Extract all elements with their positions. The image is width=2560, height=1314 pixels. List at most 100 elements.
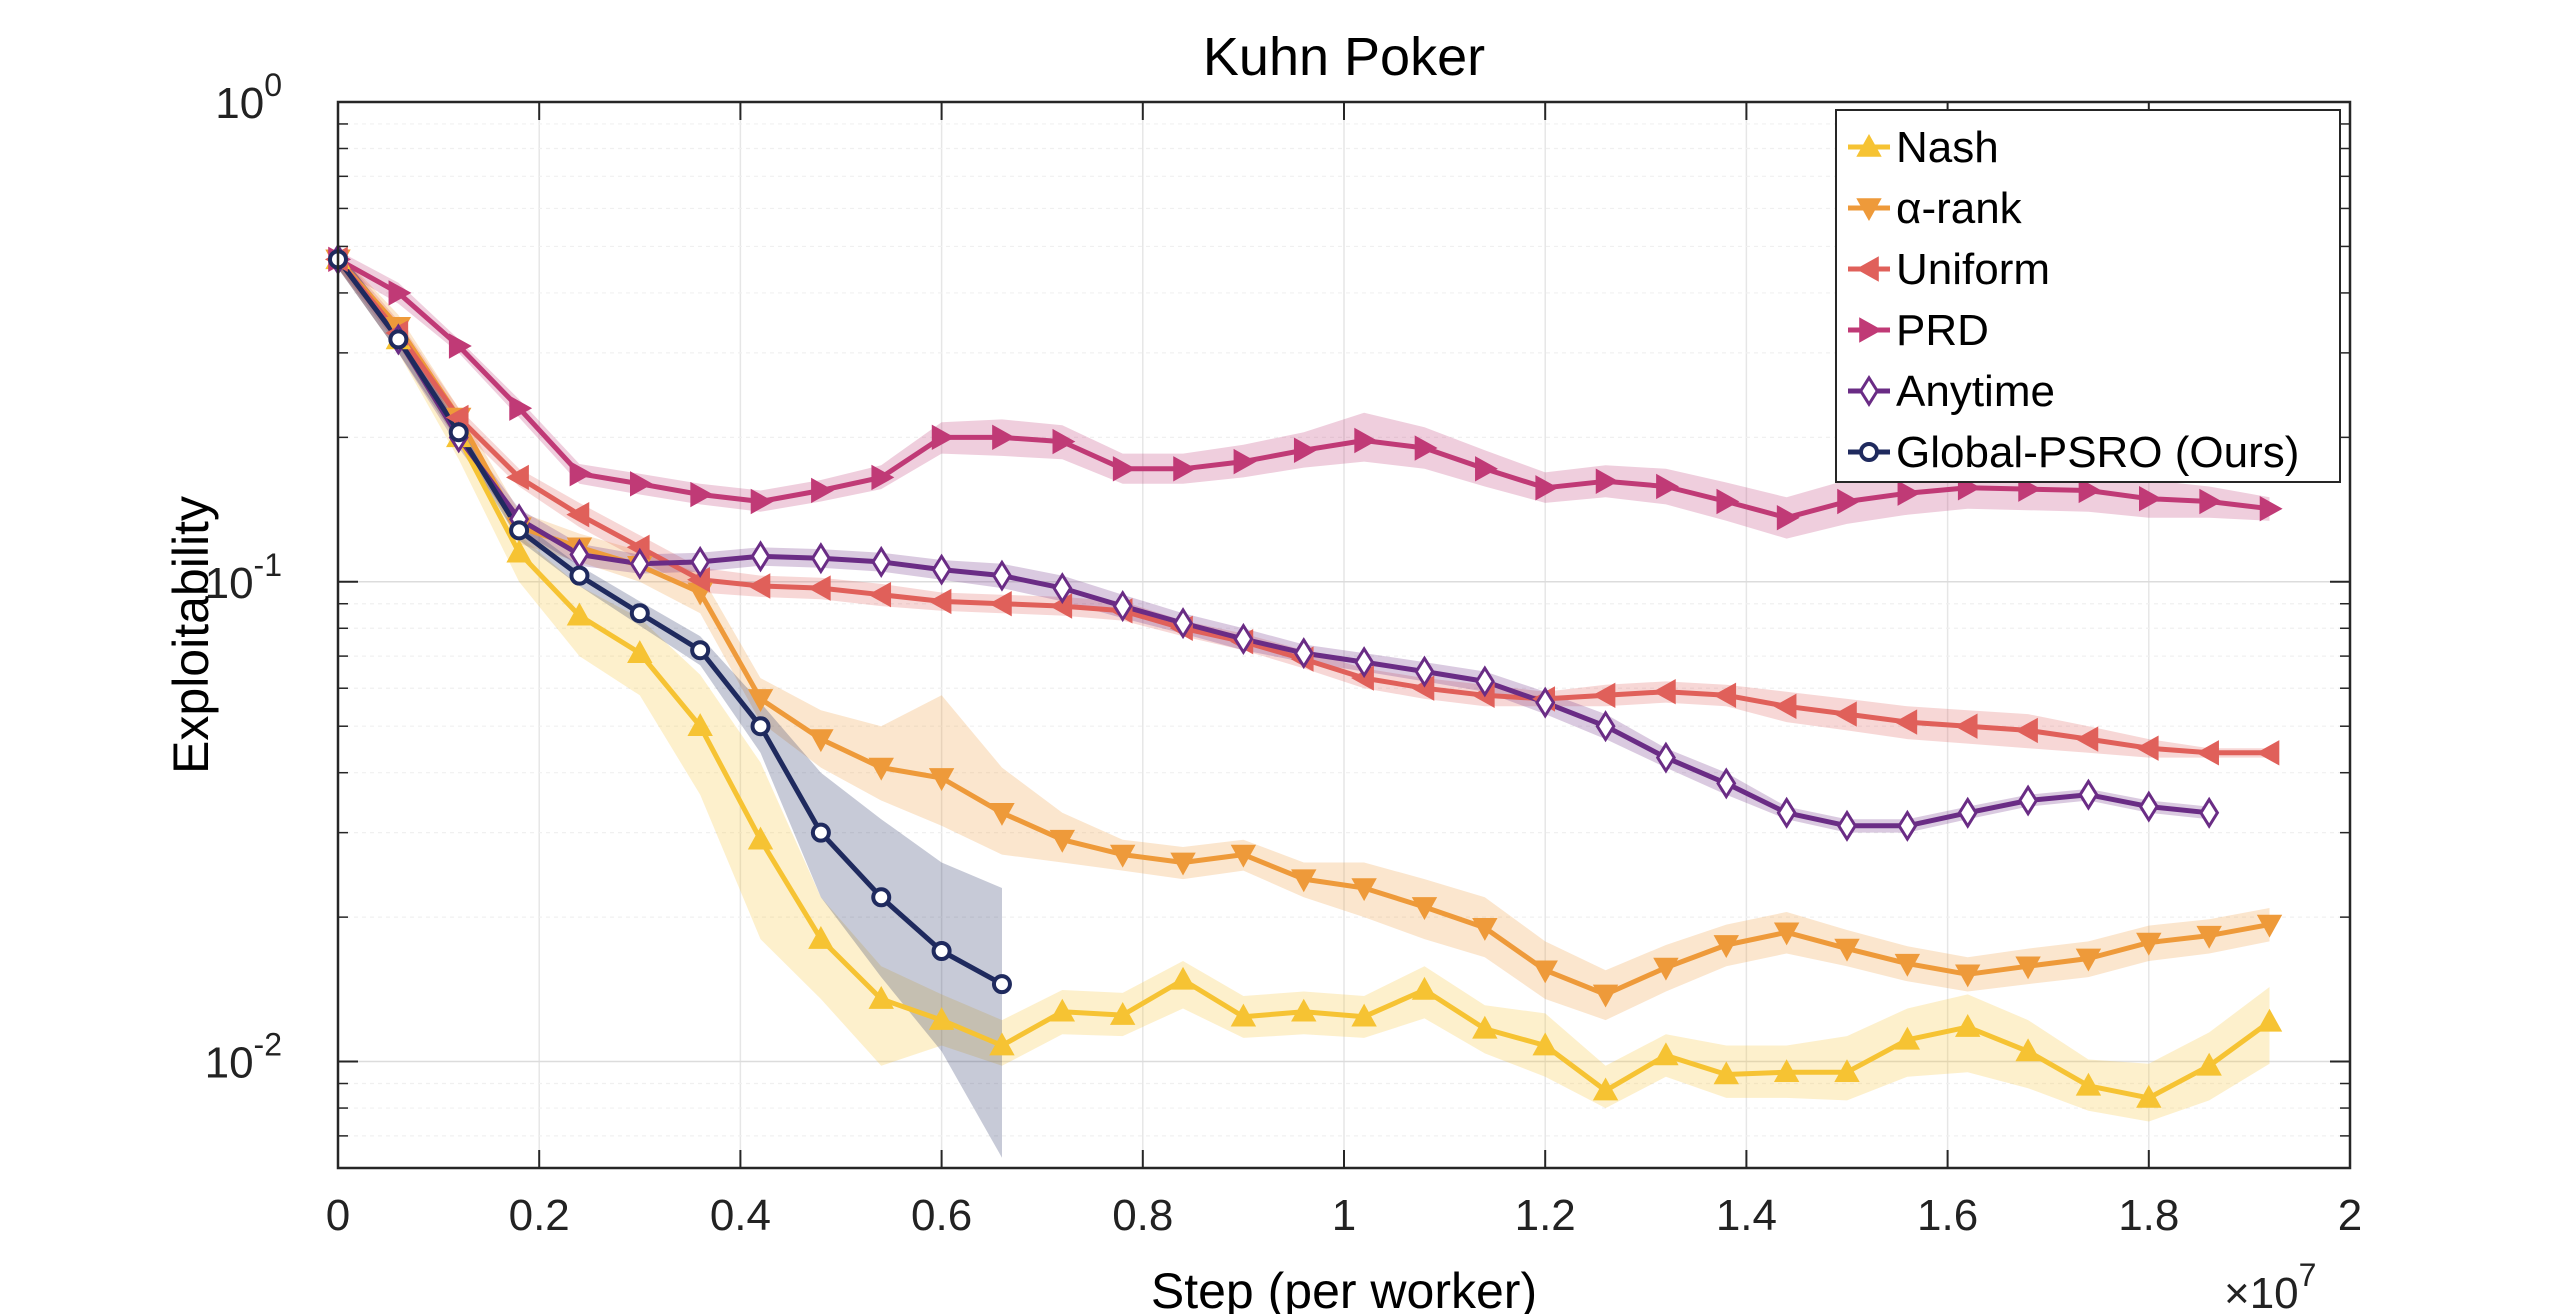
point-prd (388, 280, 412, 306)
y-tick-label: 10-1 (205, 547, 282, 608)
point-uniform (807, 575, 831, 601)
point-rank (1351, 878, 1377, 902)
x-multiplier: ×107 (2224, 1257, 2316, 1314)
point-nash (1049, 998, 1076, 1022)
point-anytime (1112, 590, 1133, 623)
point-prd (1776, 505, 1800, 531)
point-uniform (2135, 735, 2159, 761)
point-rank (1955, 964, 1981, 988)
point-nash (687, 713, 713, 737)
x-tick-label: 0.4 (710, 1191, 771, 1240)
point-global-psro-ours (448, 422, 469, 443)
point-nash (2015, 1038, 2041, 1062)
point-rank (868, 757, 894, 781)
point-nash (1592, 1077, 1619, 1101)
point-prd (569, 460, 593, 487)
point-uniform (1713, 682, 1737, 708)
legend-label-uniform: Uniform (1896, 245, 2050, 294)
point-rank (1472, 918, 1498, 941)
point-anytime (2199, 796, 2220, 829)
point-uniform (2196, 740, 2219, 766)
point-nash (1834, 1059, 1860, 1083)
point-prd (1716, 488, 1740, 515)
legend-marker-uniform (1855, 256, 1879, 282)
x-tick-label: 1.2 (1515, 1191, 1576, 1240)
point-rank (1291, 869, 1317, 893)
point-uniform (1773, 693, 1797, 720)
legend-marker-rank (1856, 198, 1882, 222)
point-prd (2078, 477, 2102, 504)
point-nash (2075, 1072, 2102, 1096)
legend-marker-prd (1859, 317, 1883, 343)
point-prd (1897, 480, 1921, 506)
legend-box (1835, 109, 2341, 483)
x-tick-label: 1 (1332, 1191, 1356, 1240)
x-tick-labels: 0 0.2 0.4 0.6 0.8 1 1.2 1.4 1.6 1.8 2 (326, 1191, 2362, 1240)
line-anytime (336, 257, 2210, 829)
point-nash (1773, 1059, 1800, 1083)
point-anytime (1836, 809, 1858, 842)
point-uniform (2256, 740, 2280, 766)
point-anytime (1052, 572, 1073, 605)
point-uniform (566, 501, 590, 528)
point-anytime (750, 540, 771, 573)
point-anytime (810, 542, 831, 575)
point-nash (808, 926, 834, 949)
point-prd (1475, 456, 1498, 482)
x-tick-label: 2 (2338, 1191, 2362, 1240)
point-rank (1894, 953, 1921, 977)
point-nash (1109, 1002, 1136, 1025)
point-prd (1293, 437, 1317, 463)
point-uniform (506, 464, 529, 491)
point-rank (1713, 935, 1739, 959)
point-anytime (931, 553, 952, 586)
point-anytime (2138, 790, 2159, 823)
point-nash (1230, 1003, 1257, 1027)
point-rank (989, 802, 1015, 826)
point-nash (1472, 1015, 1498, 1039)
chart-title: Kuhn Poker (1203, 27, 1485, 87)
point-prd (931, 424, 955, 451)
legend-label-nash: Nash (1896, 123, 1999, 172)
x-tick-label: 1.8 (2118, 1191, 2179, 1240)
x-tick-label: 0.6 (911, 1191, 972, 1240)
point-anytime (1293, 637, 1314, 670)
point-rank (808, 729, 834, 753)
x-tick-label: 0.2 (509, 1191, 570, 1240)
point-uniform (988, 591, 1012, 617)
band-nash (338, 250, 2270, 1122)
point-anytime (1595, 710, 1616, 743)
point-prd (2199, 488, 2223, 515)
point-prd (1112, 456, 1136, 482)
point-global-psro-ours (810, 822, 831, 843)
point-anytime (1655, 741, 1676, 774)
legend-label-anytime: Anytime (1896, 367, 2055, 416)
point-prd (1233, 448, 1257, 475)
x-tick-label: 0.8 (1112, 1191, 1173, 1240)
point-rank (1834, 938, 1860, 962)
point-prd (2018, 476, 2042, 502)
legend-marker-global-psro-ours (1859, 442, 1879, 462)
point-anytime (1474, 665, 1495, 698)
point-anytime (1897, 809, 1918, 842)
point-prd (811, 477, 834, 504)
point-global-psro-ours (871, 887, 892, 908)
y-tick-base: 10 (205, 559, 254, 608)
point-rank (1411, 897, 1438, 921)
point-nash (1532, 1032, 1558, 1056)
point-rank (1592, 984, 1619, 1008)
point-anytime (2018, 784, 2039, 817)
point-nash (566, 602, 593, 626)
point-nash (928, 1007, 955, 1030)
point-rank (1049, 829, 1076, 853)
point-nash (989, 1032, 1015, 1056)
point-uniform (928, 588, 952, 615)
point-prd (871, 464, 895, 491)
point-nash (1894, 1026, 1921, 1050)
point-nash (747, 826, 774, 850)
point-anytime (1354, 646, 1375, 679)
point-prd (1837, 488, 1861, 515)
point-prd (630, 471, 653, 497)
y-tick-label: 100 (215, 67, 282, 128)
point-prd (509, 395, 533, 421)
